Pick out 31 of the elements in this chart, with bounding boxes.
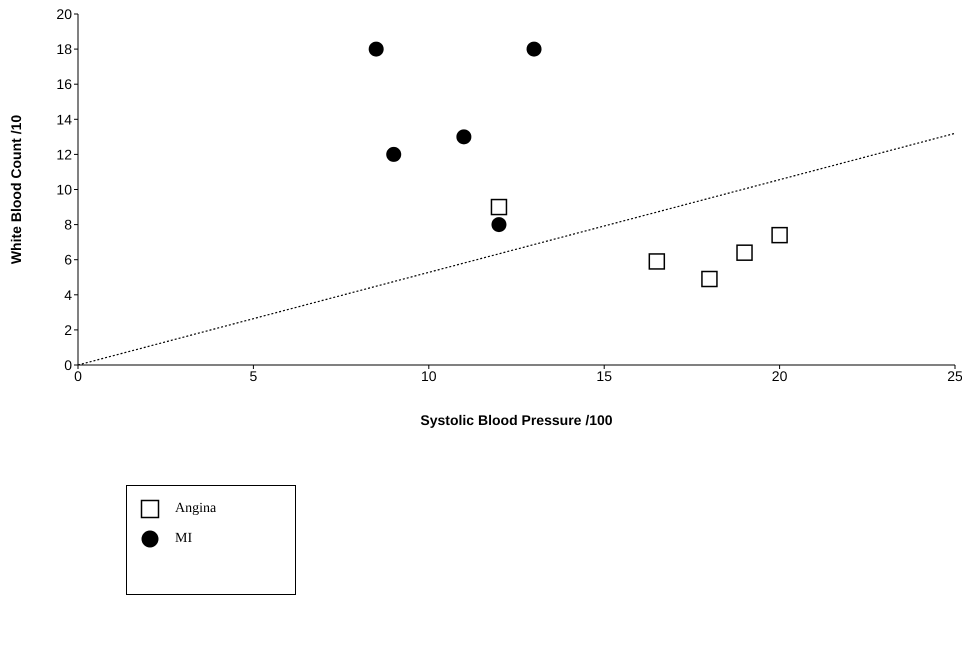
y-tick-label: 8 <box>64 216 72 233</box>
point <box>456 129 472 144</box>
y-tick-label: 10 <box>56 181 72 198</box>
x-tick-label: 20 <box>772 368 788 384</box>
point <box>386 146 402 162</box>
x-tick-label: 15 <box>596 368 612 384</box>
y-tick-label: 0 <box>64 356 72 373</box>
y-tick-label: 6 <box>64 252 72 268</box>
x-axis-title: Systolic Blood Pressure /100 <box>420 412 613 428</box>
y-tick-label: 4 <box>64 286 72 303</box>
point <box>701 270 718 288</box>
y-tick-label: 12 <box>56 146 72 162</box>
point <box>368 42 384 57</box>
y-axis-title: White Blood Count /10 <box>8 114 24 264</box>
legend-label: MI <box>175 531 192 547</box>
point <box>736 244 753 261</box>
y-tick-label: 16 <box>56 76 72 92</box>
point <box>490 198 508 216</box>
point <box>771 226 788 244</box>
x-tick-label: 10 <box>421 368 437 384</box>
point <box>526 42 542 57</box>
y-tick-label: 20 <box>56 6 72 22</box>
point <box>648 253 666 270</box>
x-tick-label: 5 <box>250 368 258 384</box>
x-tick-label: 0 <box>74 368 82 384</box>
legend-label: Angina <box>175 501 216 517</box>
y-tick-label: 14 <box>56 111 72 128</box>
y-tick-label: 18 <box>56 41 72 58</box>
y-tick-label: 2 <box>64 322 72 338</box>
x-tick-label: 25 <box>947 368 963 384</box>
point <box>491 217 506 232</box>
